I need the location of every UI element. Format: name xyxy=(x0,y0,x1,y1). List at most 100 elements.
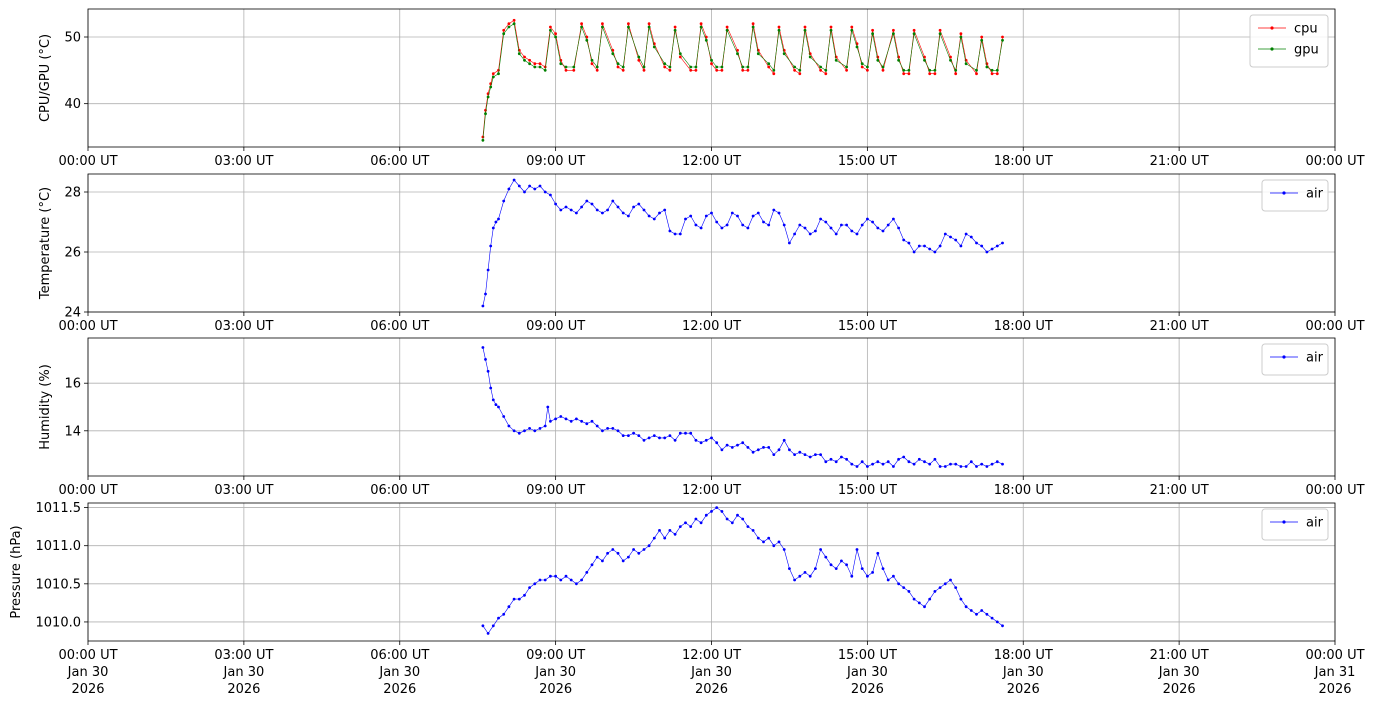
data-point xyxy=(824,555,828,559)
data-point xyxy=(741,517,745,521)
data-point xyxy=(595,208,599,212)
data-point xyxy=(549,419,552,423)
data-point xyxy=(829,25,833,29)
data-point xyxy=(912,597,916,601)
data-point xyxy=(949,235,952,239)
data-point xyxy=(684,431,687,435)
data-point xyxy=(959,244,963,248)
data-point xyxy=(808,574,812,578)
data-point xyxy=(855,45,859,49)
legend-label: air xyxy=(1306,187,1324,202)
data-point xyxy=(689,525,693,528)
data-point xyxy=(497,616,500,620)
data-point xyxy=(642,438,646,442)
data-point xyxy=(611,48,615,52)
data-point xyxy=(943,232,947,236)
data-point xyxy=(486,369,490,373)
data-point xyxy=(569,578,573,582)
data-point xyxy=(741,68,745,72)
data-point xyxy=(611,427,615,430)
data-point xyxy=(621,434,625,437)
data-point xyxy=(580,419,583,423)
legend-marker xyxy=(1282,520,1286,524)
data-point xyxy=(793,453,796,456)
data-point xyxy=(601,22,604,26)
legend-label: cpu xyxy=(1294,22,1318,37)
x-year-label: 2026 xyxy=(695,682,728,697)
y-tick-label: 40 xyxy=(64,97,81,112)
data-point xyxy=(559,208,563,212)
data-point xyxy=(980,462,984,466)
data-point xyxy=(715,68,719,72)
data-point xyxy=(871,571,874,574)
data-point xyxy=(528,62,531,66)
data-point xyxy=(938,465,942,468)
data-point xyxy=(637,551,641,555)
legend: air xyxy=(1261,508,1329,541)
data-point xyxy=(507,424,511,428)
data-point xyxy=(715,506,719,509)
data-point xyxy=(845,457,848,461)
x-tick-label: 00:00 UT xyxy=(58,319,117,334)
data-point xyxy=(808,232,812,236)
data-point xyxy=(777,25,781,29)
data-point xyxy=(798,450,802,454)
legend-label: air xyxy=(1306,516,1324,531)
data-point xyxy=(704,513,708,517)
data-point xyxy=(678,525,682,528)
data-point xyxy=(892,574,895,578)
data-point xyxy=(751,450,755,454)
data-point xyxy=(840,559,843,563)
data-point xyxy=(699,25,703,29)
data-point xyxy=(580,205,583,209)
data-point xyxy=(829,28,833,32)
data-point xyxy=(798,223,802,227)
data-point xyxy=(606,208,609,212)
data-point xyxy=(601,25,604,29)
legend-label: air xyxy=(1306,351,1324,366)
data-point xyxy=(798,574,802,578)
data-point xyxy=(715,65,719,69)
data-point xyxy=(959,597,963,601)
data-point xyxy=(938,244,942,248)
data-point xyxy=(652,217,656,221)
data-point xyxy=(642,208,646,212)
data-point xyxy=(481,624,485,628)
data-point xyxy=(741,65,745,69)
data-point xyxy=(907,241,911,245)
y-axis-label: Humidity (%) xyxy=(38,364,53,450)
x-tick-label: 09:00 UT xyxy=(526,483,585,498)
data-point xyxy=(512,597,516,601)
data-point xyxy=(725,28,729,32)
data-point xyxy=(528,427,531,430)
data-point xyxy=(642,65,646,69)
data-point xyxy=(917,244,921,248)
data-point xyxy=(964,465,968,468)
x-year-label: 2026 xyxy=(1163,682,1196,697)
data-point xyxy=(627,22,630,26)
data-point xyxy=(481,135,485,139)
data-point xyxy=(798,68,802,72)
x-tick-label: 00:00 UT xyxy=(58,648,117,663)
data-point xyxy=(725,25,729,29)
data-point xyxy=(736,214,739,218)
data-point xyxy=(647,22,651,26)
y-tick-label: 1011.5 xyxy=(36,501,82,516)
data-point xyxy=(549,193,552,197)
data-point xyxy=(866,217,869,221)
data-point xyxy=(938,586,942,589)
data-point xyxy=(725,517,729,521)
data-point xyxy=(907,460,911,464)
data-point xyxy=(736,48,739,52)
data-point xyxy=(549,25,552,29)
data-point xyxy=(829,563,833,567)
x-tick-label: 21:00 UT xyxy=(1150,483,1209,498)
data-point xyxy=(995,68,999,72)
data-point xyxy=(855,465,859,468)
data-point xyxy=(668,529,672,532)
data-point xyxy=(627,25,630,29)
data-point xyxy=(704,214,708,218)
data-point xyxy=(824,220,828,224)
data-point xyxy=(502,199,506,203)
data-point xyxy=(595,68,599,72)
